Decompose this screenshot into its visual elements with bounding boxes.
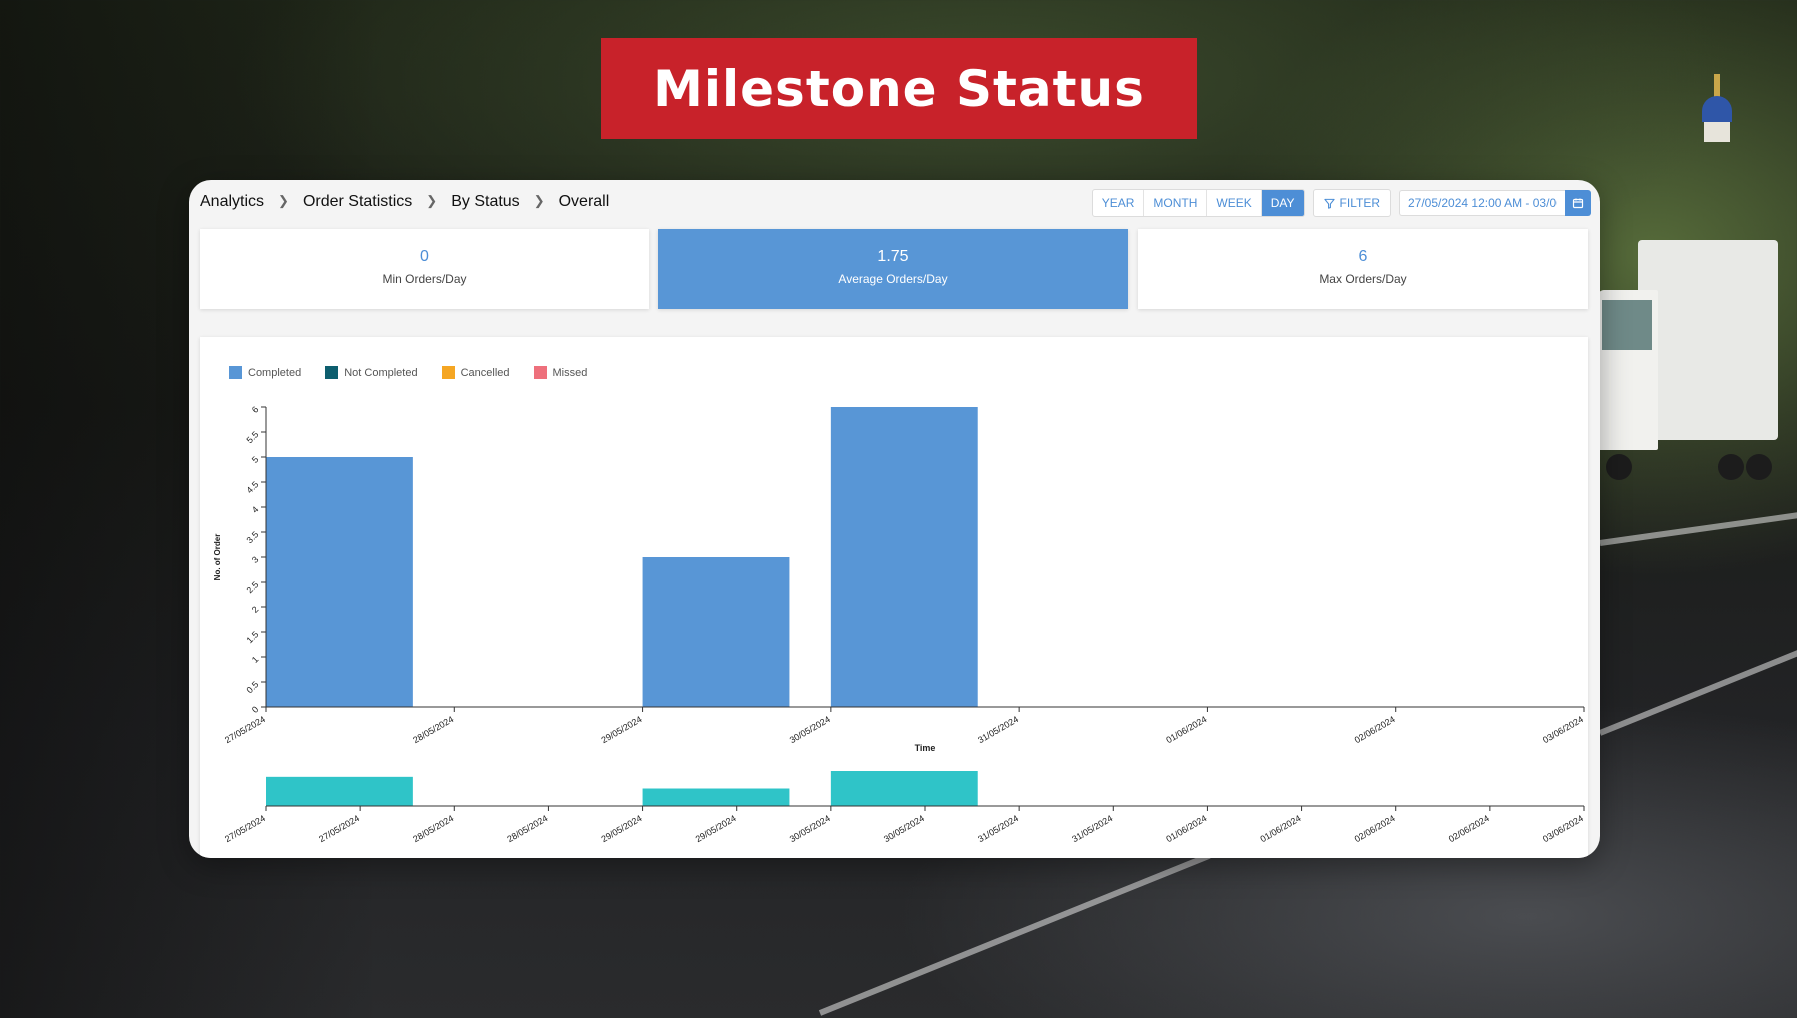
banner-title: Milestone Status — [601, 38, 1197, 139]
top-bar: Analytics ❯ Order Statistics ❯ By Status… — [189, 180, 1600, 226]
legend-completed[interactable]: Completed — [229, 366, 301, 379]
dashboard-panel: Analytics ❯ Order Statistics ❯ By Status… — [189, 180, 1600, 858]
brush-x-tick-label: 31/05/2024 — [1070, 813, 1114, 844]
max-orders-value: 6 — [1358, 248, 1368, 265]
brush-x-tick-label: 29/05/2024 — [694, 813, 738, 844]
legend-swatch — [229, 366, 242, 379]
y-tick-label: 2 — [250, 604, 261, 615]
y-tick-label: 4 — [250, 504, 261, 515]
date-range-picker — [1399, 190, 1591, 216]
min-orders-value: 0 — [420, 248, 429, 265]
range-month-button[interactable]: MONTH — [1144, 190, 1208, 216]
average-orders-card[interactable]: 1.75 Average Orders/Day — [658, 229, 1128, 309]
legend-swatch — [325, 366, 339, 379]
max-orders-card[interactable]: 6 Max Orders/Day — [1138, 229, 1588, 309]
truck-illustration — [1598, 240, 1778, 480]
legend-swatch — [441, 366, 455, 379]
y-axis-title: No. of Order — [213, 534, 222, 581]
brush-x-tick-label: 31/05/2024 — [976, 813, 1020, 844]
breadcrumb-by-status[interactable]: By Status — [451, 193, 520, 210]
legend-label: Not Completed — [344, 366, 418, 379]
chart-card: Completed Not Completed Cancelled Missed… — [200, 337, 1588, 858]
brush-x-tick-label: 02/06/2024 — [1447, 813, 1491, 844]
filter-icon — [1323, 198, 1335, 209]
legend-label: Cancelled — [460, 366, 510, 379]
chart-legend: Completed Not Completed Cancelled Missed — [229, 366, 611, 379]
calendar-icon — [1572, 198, 1584, 209]
legend-label: Missed — [552, 366, 588, 379]
brush-bar-27-05-2024 — [266, 776, 413, 806]
breadcrumb: Analytics ❯ Order Statistics ❯ By Status… — [200, 193, 609, 211]
brush-x-tick-label: 27/05/2024 — [223, 813, 267, 844]
bar-27-05-2024 — [266, 457, 413, 707]
road-marking — [1598, 632, 1797, 736]
legend-label: Completed — [248, 366, 302, 379]
y-tick-label: 1 — [250, 654, 261, 665]
range-week-button[interactable]: WEEK — [1207, 190, 1262, 216]
brush-x-tick-label: 01/06/2024 — [1259, 813, 1303, 844]
chevron-right-icon: ❯ — [278, 193, 289, 208]
average-orders-value: 1.75 — [877, 248, 909, 265]
brush-x-tick-label: 28/05/2024 — [411, 813, 455, 844]
chevron-right-icon: ❯ — [533, 193, 545, 208]
brush-x-tick-label: 30/05/2024 — [882, 813, 926, 844]
road-marking — [1599, 509, 1797, 546]
legend-missed[interactable]: Missed — [533, 366, 588, 379]
time-brush-chart[interactable]: 27/05/2024 27/05/2024 28/05/2024 28/05/2024… — [200, 337, 1588, 858]
legend-swatch — [533, 366, 547, 379]
legend-cancelled[interactable]: Cancelled — [441, 366, 510, 379]
y-tick-label: 6 — [250, 404, 261, 415]
min-orders-card[interactable]: 0 Min Orders/Day — [200, 229, 649, 309]
brush-x-tick-label: 30/05/2024 — [788, 813, 832, 844]
brush-x-tick-label: 29/05/2024 — [600, 813, 644, 844]
filter-button[interactable]: FILTER — [1312, 189, 1391, 217]
y-tick-label: 0 — [250, 704, 261, 715]
x-axis-title: Time — [915, 743, 936, 753]
road-marking — [818, 852, 1211, 1016]
average-orders-label: Average Orders/Day — [838, 272, 948, 286]
brush-x-tick-label: 01/06/2024 — [1164, 813, 1208, 844]
toolbar: YEAR MONTH WEEK DAY FILTER — [1091, 189, 1591, 217]
brush-bar-29-05-2024 — [642, 788, 790, 806]
brush-x-tick-label: 03/06/2024 — [1541, 813, 1585, 844]
date-range-input[interactable] — [1399, 190, 1565, 216]
breadcrumb-order-statistics[interactable]: Order Statistics — [302, 193, 413, 210]
brush-x-tick-label: 02/06/2024 — [1353, 813, 1397, 844]
range-selector: YEAR MONTH WEEK DAY — [1091, 189, 1305, 217]
breadcrumb-overall: Overall — [558, 193, 610, 210]
range-day-button[interactable]: DAY — [1261, 190, 1304, 216]
calendar-button[interactable] — [1565, 190, 1591, 216]
church-illustration — [1700, 70, 1734, 142]
brush-x-tick-label: 28/05/2024 — [505, 813, 549, 844]
brush-x-tick-label: 27/05/2024 — [317, 813, 361, 844]
brush-bar-30-05-2024 — [830, 771, 978, 806]
bar-29-05-2024 — [642, 557, 790, 707]
breadcrumb-analytics[interactable]: Analytics — [200, 193, 265, 210]
y-tick-label: 3 — [250, 554, 261, 565]
filter-label: FILTER — [1339, 196, 1380, 210]
min-orders-label: Min Orders/Day — [382, 272, 467, 286]
y-tick-label: 5 — [250, 454, 261, 465]
chevron-right-icon: ❯ — [426, 193, 438, 208]
range-year-button[interactable]: YEAR — [1093, 190, 1145, 216]
bar-30-05-2024 — [830, 407, 978, 707]
max-orders-label: Max Orders/Day — [1319, 272, 1407, 286]
legend-not-completed[interactable]: Not Completed — [325, 366, 418, 379]
